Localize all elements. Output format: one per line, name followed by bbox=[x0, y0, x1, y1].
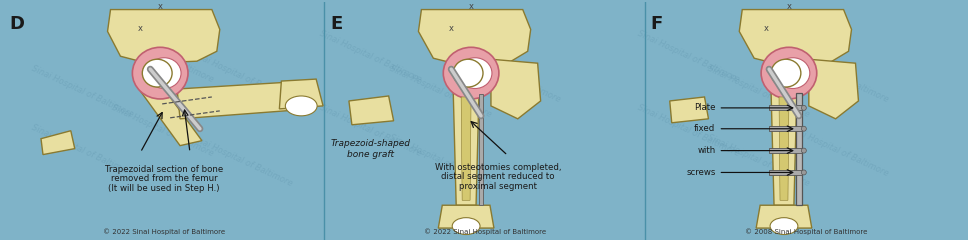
Text: F: F bbox=[650, 15, 663, 33]
Polygon shape bbox=[348, 96, 394, 125]
Polygon shape bbox=[491, 59, 540, 119]
Polygon shape bbox=[670, 97, 709, 123]
Ellipse shape bbox=[443, 47, 499, 99]
Polygon shape bbox=[809, 59, 859, 119]
Text: with: with bbox=[697, 146, 715, 155]
Polygon shape bbox=[740, 10, 852, 65]
Ellipse shape bbox=[453, 59, 483, 87]
Text: With osteotomies completed,: With osteotomies completed, bbox=[435, 162, 561, 172]
Ellipse shape bbox=[771, 218, 798, 234]
Text: Sinai Hospital of Baltimore: Sinai Hospital of Baltimore bbox=[636, 103, 741, 158]
Text: x: x bbox=[764, 24, 769, 33]
Text: Trapezoid-shaped: Trapezoid-shaped bbox=[331, 139, 410, 148]
Polygon shape bbox=[796, 93, 802, 205]
Ellipse shape bbox=[802, 170, 806, 175]
Text: fixed: fixed bbox=[694, 124, 715, 133]
Text: Sinai Hospital of Baltimore: Sinai Hospital of Baltimore bbox=[636, 29, 741, 84]
Text: x: x bbox=[137, 24, 143, 33]
Ellipse shape bbox=[802, 126, 806, 131]
Text: Sinai Hospital of Baltimore: Sinai Hospital of Baltimore bbox=[318, 103, 423, 158]
Polygon shape bbox=[439, 205, 494, 228]
Text: D: D bbox=[10, 15, 24, 33]
Text: Sinai Hospital of Baltimore: Sinai Hospital of Baltimore bbox=[109, 103, 215, 158]
Text: Sinai Hospital of Baltimore: Sinai Hospital of Baltimore bbox=[189, 48, 294, 104]
Polygon shape bbox=[418, 10, 530, 65]
Polygon shape bbox=[280, 79, 323, 109]
Text: Trapezoidal section of bone: Trapezoidal section of bone bbox=[106, 164, 224, 174]
Ellipse shape bbox=[133, 47, 188, 99]
Text: proximal segment: proximal segment bbox=[459, 182, 537, 191]
Text: Sinai Hospital of Baltimore: Sinai Hospital of Baltimore bbox=[458, 48, 562, 104]
Polygon shape bbox=[771, 91, 797, 205]
Ellipse shape bbox=[776, 58, 810, 89]
Polygon shape bbox=[779, 97, 789, 200]
Text: x: x bbox=[158, 2, 163, 11]
Polygon shape bbox=[479, 94, 483, 205]
Ellipse shape bbox=[761, 47, 817, 99]
Text: x: x bbox=[469, 2, 473, 11]
Text: © 2022 Sinai Hospital of Baltimore: © 2022 Sinai Hospital of Baltimore bbox=[104, 228, 226, 235]
Polygon shape bbox=[461, 97, 471, 200]
Ellipse shape bbox=[452, 218, 480, 234]
Text: (It will be used in Step H.): (It will be used in Step H.) bbox=[108, 184, 220, 193]
Text: removed from the femur: removed from the femur bbox=[111, 174, 218, 183]
Text: Sinai Hospital of Baltimore: Sinai Hospital of Baltimore bbox=[189, 133, 294, 188]
Text: Sinai Hospital of Baltimore: Sinai Hospital of Baltimore bbox=[388, 63, 493, 119]
Polygon shape bbox=[177, 81, 311, 119]
Ellipse shape bbox=[802, 148, 806, 153]
Polygon shape bbox=[453, 91, 479, 205]
Ellipse shape bbox=[458, 58, 492, 89]
Text: Sinai Hospital of Baltimore: Sinai Hospital of Baltimore bbox=[30, 63, 136, 119]
Text: screws: screws bbox=[686, 168, 715, 177]
Text: Sinai Hospital of Baltimore: Sinai Hospital of Baltimore bbox=[706, 63, 810, 119]
Text: Sinai Hospital of Baltimore: Sinai Hospital of Baltimore bbox=[109, 29, 215, 84]
Text: Sinai Hospital of Baltimore: Sinai Hospital of Baltimore bbox=[706, 133, 810, 188]
Polygon shape bbox=[769, 170, 802, 175]
Polygon shape bbox=[769, 148, 802, 153]
Text: Sinai Hospital of Baltimore: Sinai Hospital of Baltimore bbox=[318, 29, 423, 84]
Polygon shape bbox=[41, 131, 75, 155]
Polygon shape bbox=[769, 105, 802, 110]
Ellipse shape bbox=[771, 59, 801, 87]
Polygon shape bbox=[756, 205, 812, 228]
Text: Sinai Hospital of Baltimore: Sinai Hospital of Baltimore bbox=[30, 123, 136, 178]
Text: E: E bbox=[330, 15, 343, 33]
Polygon shape bbox=[769, 126, 802, 131]
Polygon shape bbox=[140, 89, 202, 146]
Ellipse shape bbox=[142, 59, 172, 87]
Ellipse shape bbox=[802, 105, 806, 110]
Text: Sinai Hospital of Baltimore: Sinai Hospital of Baltimore bbox=[785, 123, 890, 178]
Text: Sinai Hospital of Baltimore: Sinai Hospital of Baltimore bbox=[388, 133, 493, 188]
Text: Sinai Hospital of Baltimore: Sinai Hospital of Baltimore bbox=[785, 48, 890, 104]
Text: x: x bbox=[449, 24, 454, 33]
Text: © 2022 Sinai Hospital of Baltimore: © 2022 Sinai Hospital of Baltimore bbox=[424, 228, 546, 235]
Ellipse shape bbox=[286, 96, 318, 116]
Text: distal segment reduced to: distal segment reduced to bbox=[441, 173, 555, 181]
Text: x: x bbox=[786, 2, 792, 11]
Ellipse shape bbox=[147, 58, 181, 89]
Text: © 2008 Sinai Hospital of Baltimore: © 2008 Sinai Hospital of Baltimore bbox=[744, 228, 867, 235]
Text: Plate: Plate bbox=[694, 103, 715, 112]
Polygon shape bbox=[107, 10, 220, 63]
Text: bone graft: bone graft bbox=[348, 150, 394, 159]
